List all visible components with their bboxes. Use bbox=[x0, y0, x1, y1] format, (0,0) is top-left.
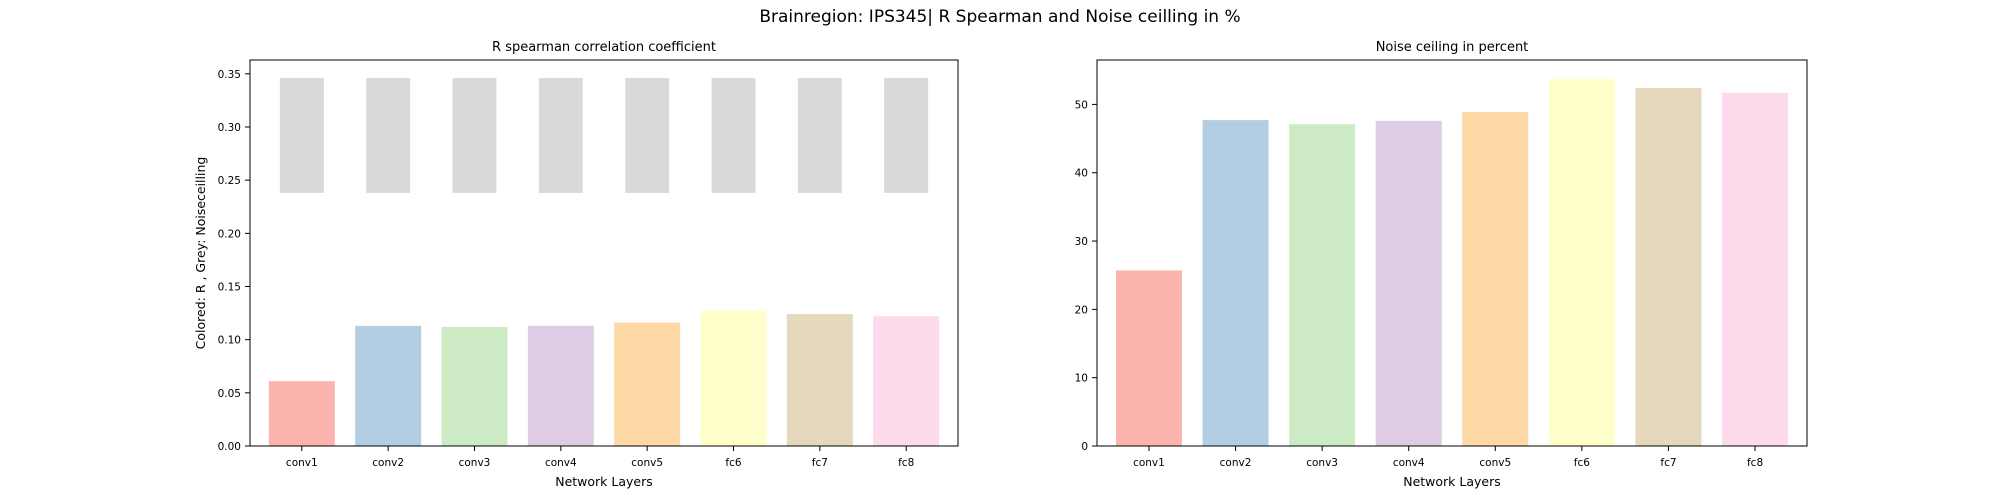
right-chart-bar-conv2 bbox=[1202, 120, 1269, 446]
figure-title: Brainregion: IPS345| R Spearman and Nois… bbox=[759, 7, 1240, 27]
left-chart-y-tick-label-6: 0.30 bbox=[218, 122, 241, 134]
left-chart-noise-ceiling-bar-conv5 bbox=[625, 78, 670, 193]
right-chart-bar-conv3 bbox=[1289, 124, 1356, 446]
left-chart-bar-conv4 bbox=[527, 325, 594, 446]
left-chart-bar-fc8 bbox=[873, 316, 940, 446]
right-chart-bar-conv4 bbox=[1375, 120, 1442, 447]
right-chart-bar-conv1 bbox=[1115, 270, 1182, 446]
right-chart-x-tick-label-conv5: conv5 bbox=[1479, 457, 1511, 469]
right-chart-plot-area: 0 10 20 30 40 50 conv1 conv2 conv3 conv4 conv5 fc6 f… bbox=[1075, 59, 1808, 469]
left-chart-frame bbox=[249, 59, 959, 447]
left-chart-y-tick-label-4: 0.20 bbox=[218, 228, 241, 240]
left-chart-noise-ceiling-bar-conv4 bbox=[538, 78, 583, 193]
left-chart-x-axis-label: Network Layers bbox=[555, 474, 653, 489]
left-chart: R spearman correlation coefficient Netwo… bbox=[193, 40, 959, 489]
left-chart-x-tick-label-conv1: conv1 bbox=[286, 457, 318, 469]
right-chart-title: Noise ceiling in percent bbox=[1376, 40, 1529, 55]
left-chart-bar-fc6 bbox=[700, 310, 767, 446]
left-chart-y-tick-label-3: 0.15 bbox=[218, 281, 241, 293]
right-chart-x-axis-label: Network Layers bbox=[1403, 474, 1501, 489]
right-chart: Noise ceiling in percent Network Layers … bbox=[1075, 40, 1808, 489]
right-chart-y-tick-label-2: 20 bbox=[1075, 304, 1088, 316]
left-chart-bar-conv2 bbox=[355, 325, 422, 446]
left-chart-bar-conv1 bbox=[268, 381, 335, 446]
right-chart-x-tick-label-fc8: fc8 bbox=[1747, 457, 1763, 469]
right-chart-frame bbox=[1096, 59, 1808, 447]
right-chart-y-tick-label-1: 10 bbox=[1075, 373, 1088, 385]
left-chart-bar-conv5 bbox=[614, 322, 681, 446]
left-chart-bar-conv3 bbox=[441, 326, 508, 446]
right-chart-x-tick-label-conv4: conv4 bbox=[1393, 457, 1425, 469]
left-chart-noise-ceiling-bar-fc8 bbox=[884, 78, 929, 193]
left-chart-x-tick-label-conv4: conv4 bbox=[545, 457, 577, 469]
left-chart-y-tick-label-7: 0.35 bbox=[218, 69, 241, 81]
right-chart-y-tick-label-3: 30 bbox=[1075, 236, 1088, 248]
left-chart-x-tick-label-fc8: fc8 bbox=[898, 457, 914, 469]
right-chart-y-tick-label-5: 50 bbox=[1075, 99, 1088, 111]
left-chart-x-tick-label-conv2: conv2 bbox=[372, 457, 404, 469]
left-chart-noise-ceiling-bar-conv1 bbox=[279, 78, 324, 193]
left-chart-x-tick-label-fc6: fc6 bbox=[725, 457, 741, 469]
left-chart-y-tick-label-5: 0.25 bbox=[218, 175, 241, 187]
left-chart-x-tick-label-conv5: conv5 bbox=[631, 457, 663, 469]
left-chart-plot-area: 0.00 0.05 0.10 0.15 0.20 0.25 0.30 0.35 conv1 con… bbox=[218, 59, 959, 469]
left-chart-title: R spearman correlation coefficient bbox=[492, 40, 716, 55]
right-chart-y-tick-label-0: 0 bbox=[1081, 441, 1088, 453]
left-chart-x-tick-label-conv3: conv3 bbox=[459, 457, 491, 469]
right-chart-x-tick-label-conv3: conv3 bbox=[1306, 457, 1338, 469]
right-chart-x-tick-label-fc7: fc7 bbox=[1660, 457, 1676, 469]
right-chart-bar-fc6 bbox=[1548, 79, 1615, 446]
left-chart-y-tick-label-2: 0.10 bbox=[218, 335, 241, 347]
left-chart-y-axis-label: Colored: R , Grey: Noiseceilling bbox=[193, 157, 208, 350]
left-chart-noise-ceiling-bar-fc6 bbox=[711, 78, 756, 193]
left-chart-noise-ceiling-bar-conv2 bbox=[366, 78, 411, 193]
left-chart-noise-ceiling-bar-conv3 bbox=[452, 78, 497, 193]
right-chart-x-tick-label-conv1: conv1 bbox=[1133, 457, 1165, 469]
right-chart-y-tick-label-4: 40 bbox=[1075, 168, 1088, 180]
left-chart-y-tick-label-1: 0.05 bbox=[218, 388, 241, 400]
right-chart-x-tick-label-fc6: fc6 bbox=[1574, 457, 1590, 469]
right-chart-bar-fc7 bbox=[1635, 88, 1702, 446]
right-chart-bar-conv5 bbox=[1462, 111, 1529, 447]
left-chart-bar-fc7 bbox=[786, 314, 853, 446]
left-chart-noise-ceiling-bar-fc7 bbox=[797, 78, 842, 193]
right-chart-bar-fc8 bbox=[1722, 92, 1789, 447]
left-chart-x-tick-label-fc7: fc7 bbox=[812, 457, 828, 469]
right-chart-x-tick-label-conv2: conv2 bbox=[1220, 457, 1252, 469]
left-chart-y-tick-label-0: 0.00 bbox=[218, 441, 241, 453]
